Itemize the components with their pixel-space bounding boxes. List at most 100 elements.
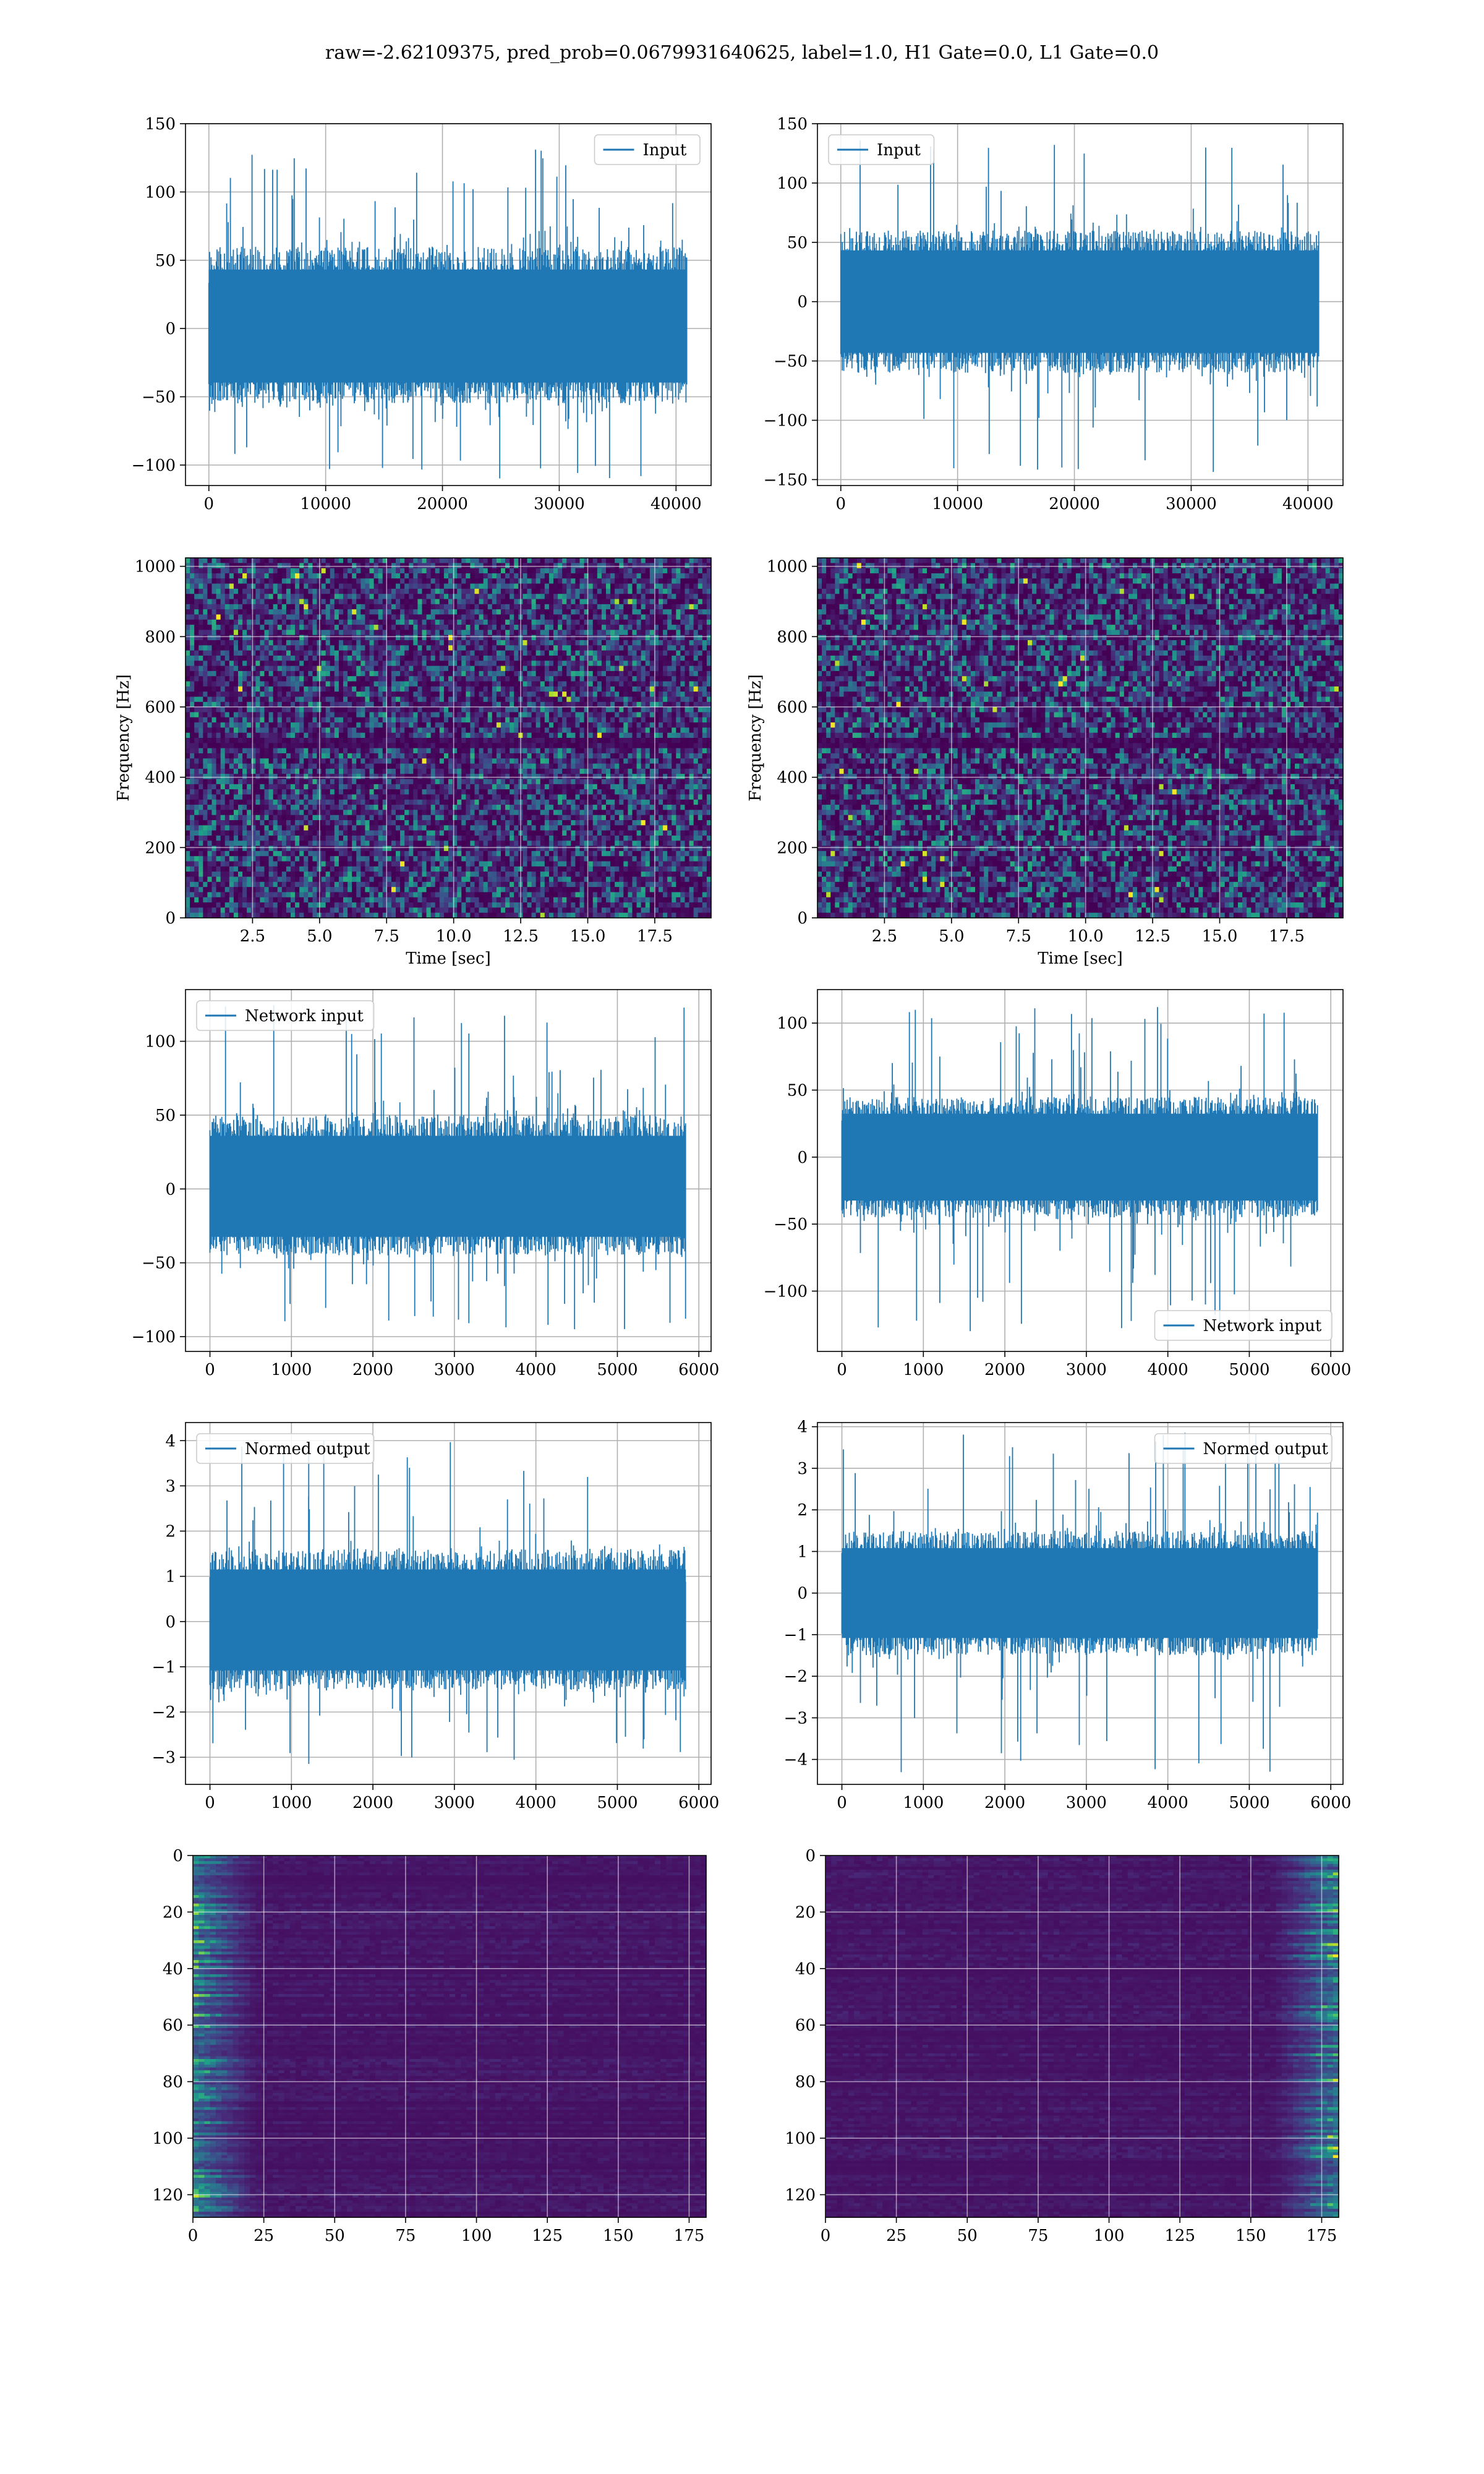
chart-normed-output-h1: 0 1000 2000 3000 4000 5000 6000 −3 −2 −1 0 1 2 3 4 Norm… [152, 1422, 719, 1812]
y-tick-label: −50 [142, 388, 176, 407]
x-tick-label: 175 [674, 2227, 705, 2245]
x-axis-label: Time [sec] [406, 949, 491, 968]
y-tick-label: 40 [795, 1960, 816, 1979]
axes-frame [185, 989, 712, 1352]
y-tick-label: 20 [163, 1903, 183, 1922]
x-tick-label: 1000 [271, 1794, 312, 1812]
series-network-input [209, 1005, 686, 1330]
y-tick-label: −100 [132, 1328, 176, 1346]
chart-input-l1: 0 10000 20000 30000 40000 −150 −100 −50 0 50 100 15… [764, 115, 1344, 513]
x-tick-label: 0 [204, 495, 215, 513]
feature-map-cells [193, 1856, 707, 2218]
spectrogram-cells [186, 558, 712, 918]
x-tick-label: 2.5 [240, 927, 265, 946]
chart-network-input-h1: 0 1000 2000 3000 4000 5000 6000 −100 −50 0 50 100 Ne… [132, 989, 719, 1379]
y-tick-label: 100 [777, 174, 808, 193]
x-tick-label: 1000 [903, 1361, 944, 1379]
legend-box [196, 1433, 375, 1464]
chart-normed-output-l1: 0 1000 2000 3000 4000 5000 6000 −4 −3 −2 −1 0 1 2 3 4 No… [784, 1418, 1352, 1812]
y-tick-label: −100 [764, 412, 808, 430]
y-tick-label: 400 [777, 769, 808, 787]
x-tick-label: 12.5 [1135, 927, 1171, 946]
y-tick-label: 100 [777, 1014, 808, 1033]
axes-frame [817, 989, 1344, 1352]
axes: 0 1000 2000 3000 4000 5000 6000 −100 −50 0 50 100 [764, 989, 1351, 1379]
x-tick-label: 1000 [903, 1794, 944, 1812]
y-tick-label: 0 [165, 909, 176, 928]
figure-title: raw=-2.62109375, pred_prob=0.06799316406… [0, 42, 1484, 64]
y-tick-label: 120 [785, 2186, 816, 2204]
legend-label: Input [877, 141, 921, 160]
chart-input-h1: 0 10000 20000 30000 40000 −100 −50 0 50 100 150 Inp… [132, 115, 712, 513]
x-tick-label: 6000 [678, 1361, 719, 1379]
x-tick-label: 30000 [1166, 495, 1217, 513]
y-tick-label: 0 [165, 1180, 176, 1199]
x-tick-label: 15.0 [570, 927, 606, 946]
y-tick-label: 3 [165, 1477, 176, 1496]
x-tick-label: 5000 [1229, 1361, 1269, 1379]
x-tick-label: 75 [1028, 2227, 1048, 2245]
x-tick-label: 3000 [434, 1361, 475, 1379]
y-tick-label: −1 [784, 1626, 808, 1645]
x-tick-label: 125 [1164, 2227, 1195, 2245]
axes-frame [185, 557, 712, 918]
y-tick-label: −2 [152, 1703, 176, 1722]
x-tick-label: 150 [1235, 2227, 1266, 2245]
y-tick-label: 600 [145, 698, 176, 717]
chart-network-input-l1: 0 1000 2000 3000 4000 5000 6000 −100 −50 0 50 100 Ne… [764, 989, 1351, 1379]
legend-box [1154, 1310, 1333, 1341]
x-tick-label: 40000 [1282, 495, 1334, 513]
x-tick-label: 4000 [516, 1794, 556, 1812]
series-network-input [841, 1007, 1318, 1332]
y-tick-label: −3 [784, 1709, 808, 1727]
y-tick-label: 50 [787, 234, 808, 252]
y-tick-label: 200 [145, 839, 176, 857]
y-tick-label: 0 [797, 909, 808, 928]
x-tick-label: 125 [532, 2227, 563, 2245]
x-tick-label: 10.0 [1068, 927, 1104, 946]
y-tick-label: 4 [797, 1418, 808, 1437]
axes: 0 1000 2000 3000 4000 5000 6000 −3 −2 −1 0 1 2 3 4 [152, 1422, 719, 1812]
legend-box [1154, 1433, 1333, 1464]
y-tick-label: −50 [774, 1215, 808, 1234]
signal-core [840, 250, 1320, 353]
y-tick-label: 200 [777, 839, 808, 857]
legend-label: Normed output [245, 1440, 370, 1458]
y-tick-label: 800 [777, 628, 808, 646]
axes-frame [817, 1422, 1344, 1785]
legend-label: Network input [1203, 1317, 1322, 1335]
x-tick-label: 2000 [352, 1361, 393, 1379]
y-tick-label: 3 [797, 1460, 808, 1478]
y-tick-label: 0 [173, 1847, 183, 1865]
series-normed-output [209, 1440, 686, 1764]
axes-frame [185, 123, 712, 486]
x-tick-label: 2000 [984, 1361, 1025, 1379]
series-normed-output [841, 1432, 1318, 1773]
y-tick-label: 120 [152, 2186, 183, 2204]
x-tick-label: 12.5 [503, 927, 539, 946]
x-tick-label: 7.5 [374, 927, 399, 946]
series-input [840, 140, 1320, 472]
chart-feature-map-h1: 0 25 50 75 100 125 150 175 0 20 40 60 80 100 120 [152, 1847, 707, 2245]
y-tick-label: −3 [152, 1748, 176, 1767]
legend: Normed output [196, 1433, 375, 1464]
spectrogram-cells [817, 558, 1344, 918]
x-tick-label: 150 [603, 2227, 634, 2245]
axes-frame [185, 1422, 712, 1785]
y-tick-label: 600 [777, 698, 808, 717]
y-tick-label: 400 [145, 769, 176, 787]
x-tick-label: 2000 [352, 1794, 393, 1812]
x-tick-label: 10000 [932, 495, 983, 513]
y-tick-label: −50 [774, 353, 808, 371]
axes: 0 10000 20000 30000 40000 −150 −100 −50 0 50 100 15… [764, 115, 1344, 513]
x-tick-label: 100 [1094, 2227, 1125, 2245]
x-tick-label: 6000 [1310, 1361, 1351, 1379]
x-tick-label: 0 [205, 1361, 215, 1379]
legend-box [594, 134, 701, 165]
legend-label: Input [643, 141, 687, 160]
signal-core [210, 1136, 686, 1237]
x-tick-label: 5000 [1229, 1794, 1269, 1812]
legend: Network input [1154, 1310, 1333, 1341]
axes: 0 1000 2000 3000 4000 5000 6000 −4 −3 −2 −1 0 1 2 3 4 [784, 1418, 1352, 1812]
